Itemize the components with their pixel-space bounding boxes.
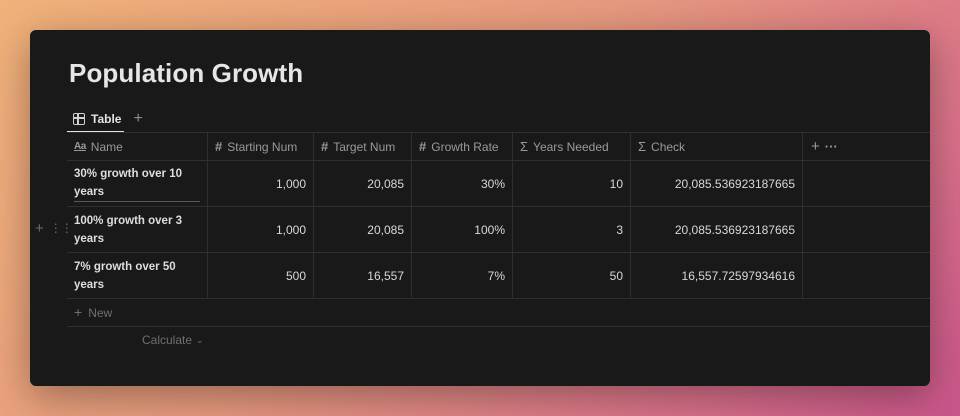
new-row-button[interactable]: + New: [67, 299, 930, 327]
calculate-label: Calculate: [142, 333, 193, 347]
cell-starting-num[interactable]: 1,000: [208, 161, 314, 206]
number-property-icon: #: [419, 139, 427, 154]
new-row-label: New: [88, 305, 113, 320]
column-header-name[interactable]: Aa Name: [67, 133, 208, 160]
add-view-icon[interactable]: +: [133, 110, 143, 127]
row-handle: + ⋮⋮: [35, 220, 73, 237]
header-actions: + ···: [803, 133, 930, 160]
column-header-check[interactable]: Σ Check: [631, 133, 803, 160]
cell-years-needed[interactable]: 3: [513, 207, 631, 252]
cell-starting-num[interactable]: 500: [208, 253, 314, 298]
view-tabs: Table +: [67, 106, 143, 133]
number-property-icon: #: [321, 139, 329, 154]
table-row[interactable]: 30% growth over 10 years 1,000 20,085 30…: [67, 161, 930, 207]
table-header: Aa Name # Starting Num # Target Num # Gr…: [67, 132, 930, 161]
column-header-growth-rate[interactable]: # Growth Rate: [412, 133, 513, 160]
cell-empty: [803, 207, 930, 252]
cell-years-needed[interactable]: 10: [513, 161, 631, 206]
table-icon: [73, 113, 85, 125]
page-title: Population Growth: [69, 58, 304, 88]
cell-target-num[interactable]: 16,557: [314, 253, 412, 298]
cell-empty: [803, 161, 930, 206]
cell-target-num[interactable]: 20,085: [314, 161, 412, 206]
cell-growth-rate[interactable]: 30%: [412, 161, 513, 206]
chevron-down-icon: ⌄: [196, 334, 204, 345]
cell-growth-rate[interactable]: 7%: [412, 253, 513, 298]
formula-sigma-icon: Σ: [520, 139, 529, 154]
add-property-icon[interactable]: +: [811, 138, 820, 155]
cell-starting-num[interactable]: 1,000: [208, 207, 314, 252]
cell-check[interactable]: 16,557.72597934616: [631, 253, 803, 298]
column-header-target-num[interactable]: # Target Num: [314, 133, 412, 160]
table-row[interactable]: + ⋮⋮ 100% growth over 3 years 1,000 20,0…: [35, 207, 930, 253]
database-table: Aa Name # Starting Num # Target Num # Gr…: [35, 132, 930, 327]
formula-sigma-icon: Σ: [638, 139, 647, 154]
row-name[interactable]: 7% growth over 50 years: [67, 253, 208, 298]
calculate-dropdown[interactable]: Calculate ⌄: [142, 333, 204, 347]
app-window: Population Growth Table + Aa Name # Star…: [30, 30, 930, 386]
text-property-icon: Aa: [74, 141, 86, 152]
cell-target-num[interactable]: 20,085: [314, 207, 412, 252]
add-row-icon[interactable]: +: [35, 220, 44, 237]
drag-handle-icon[interactable]: ⋮⋮: [49, 221, 73, 235]
table-row[interactable]: 7% growth over 50 years 500 16,557 7% 50…: [67, 253, 930, 299]
row-name[interactable]: 100% growth over 3 years: [67, 207, 208, 252]
column-header-years-needed[interactable]: Σ Years Needed: [513, 133, 631, 160]
number-property-icon: #: [215, 139, 223, 154]
cell-check[interactable]: 20,085.536923187665: [631, 161, 803, 206]
tab-table[interactable]: Table: [67, 106, 125, 133]
more-options-icon[interactable]: ···: [824, 139, 838, 154]
cell-check[interactable]: 20,085.536923187665: [631, 207, 803, 252]
cell-growth-rate[interactable]: 100%: [412, 207, 513, 252]
row-name[interactable]: 30% growth over 10 years: [67, 161, 208, 206]
column-header-starting-num[interactable]: # Starting Num: [208, 133, 314, 160]
cell-years-needed[interactable]: 50: [513, 253, 631, 298]
cell-empty: [803, 253, 930, 298]
plus-icon: +: [74, 304, 83, 320]
tab-label: Table: [91, 112, 122, 126]
